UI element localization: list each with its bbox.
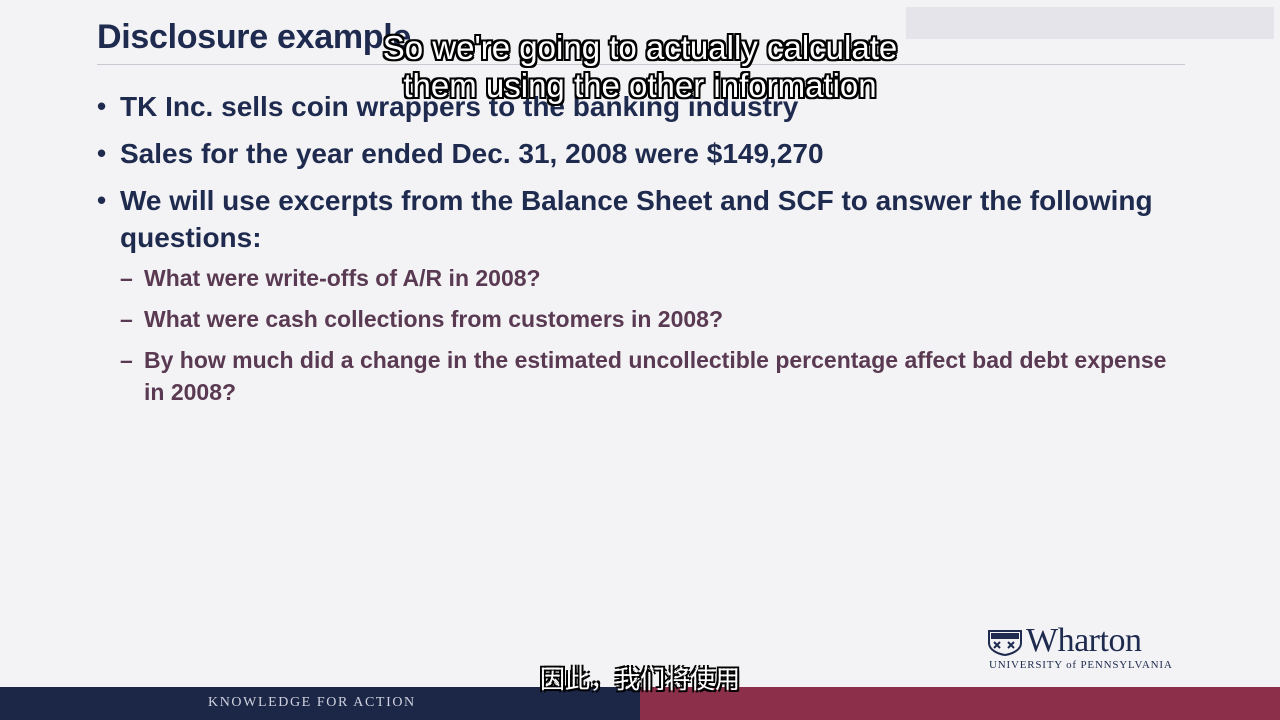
penn-shield-icon <box>988 630 1022 656</box>
bullet-item: • Sales for the year ended Dec. 31, 2008… <box>97 135 1177 172</box>
dash-marker: – <box>120 306 133 332</box>
bullet-marker: • <box>97 185 107 215</box>
dash-marker: – <box>120 347 133 373</box>
sub-question-item: – By how much did a change in the estima… <box>120 344 1177 408</box>
wharton-logo: Wharton UNIVERSITY of PENNSYLVANIA <box>988 622 1188 672</box>
sub-question-item: – What were cash collections from custom… <box>120 303 1177 335</box>
bullet-marker: • <box>97 91 107 121</box>
bullet-text: Sales for the year ended Dec. 31, 2008 w… <box>120 138 824 169</box>
logo-subline: UNIVERSITY of PENNSYLVANIA <box>989 659 1173 671</box>
dash-marker: – <box>120 265 133 291</box>
logo-wordmark: Wharton <box>1026 622 1142 659</box>
footer-tagline: KNOWLEDGE FOR ACTION <box>208 695 416 710</box>
sub-question-list: – What were write-offs of A/R in 2008? –… <box>120 262 1177 408</box>
header-band <box>906 7 1274 39</box>
english-subtitle-line: them using the other information <box>403 67 877 104</box>
sub-question-text: What were cash collections from customer… <box>144 306 724 332</box>
sub-question-text: What were write-offs of A/R in 2008? <box>144 265 541 291</box>
footer-bar-left: KNOWLEDGE FOR ACTION <box>0 687 640 720</box>
english-subtitle-line: So we're going to actually calculate <box>382 29 898 66</box>
slide-title: Disclosure example <box>97 18 411 56</box>
bullet-marker: • <box>97 138 107 168</box>
sub-question-item: – What were write-offs of A/R in 2008? <box>120 262 1177 294</box>
bullet-item: • TK Inc. sells coin wrappers to the ban… <box>97 88 1177 125</box>
english-subtitle: So we're going to actually calculate the… <box>0 29 1280 105</box>
bullet-text: TK Inc. sells coin wrappers to the banki… <box>120 91 799 122</box>
bullet-list: • TK Inc. sells coin wrappers to the ban… <box>97 88 1177 418</box>
bullet-item: • We will use excerpts from the Balance … <box>97 182 1177 408</box>
title-divider <box>97 64 1185 65</box>
bullet-text: We will use excerpts from the Balance Sh… <box>120 185 1153 253</box>
footer-bar-right <box>640 687 1280 720</box>
sub-question-text: By how much did a change in the estimate… <box>144 347 1167 405</box>
chinese-subtitle: 因此，我们将使用 <box>539 665 740 694</box>
